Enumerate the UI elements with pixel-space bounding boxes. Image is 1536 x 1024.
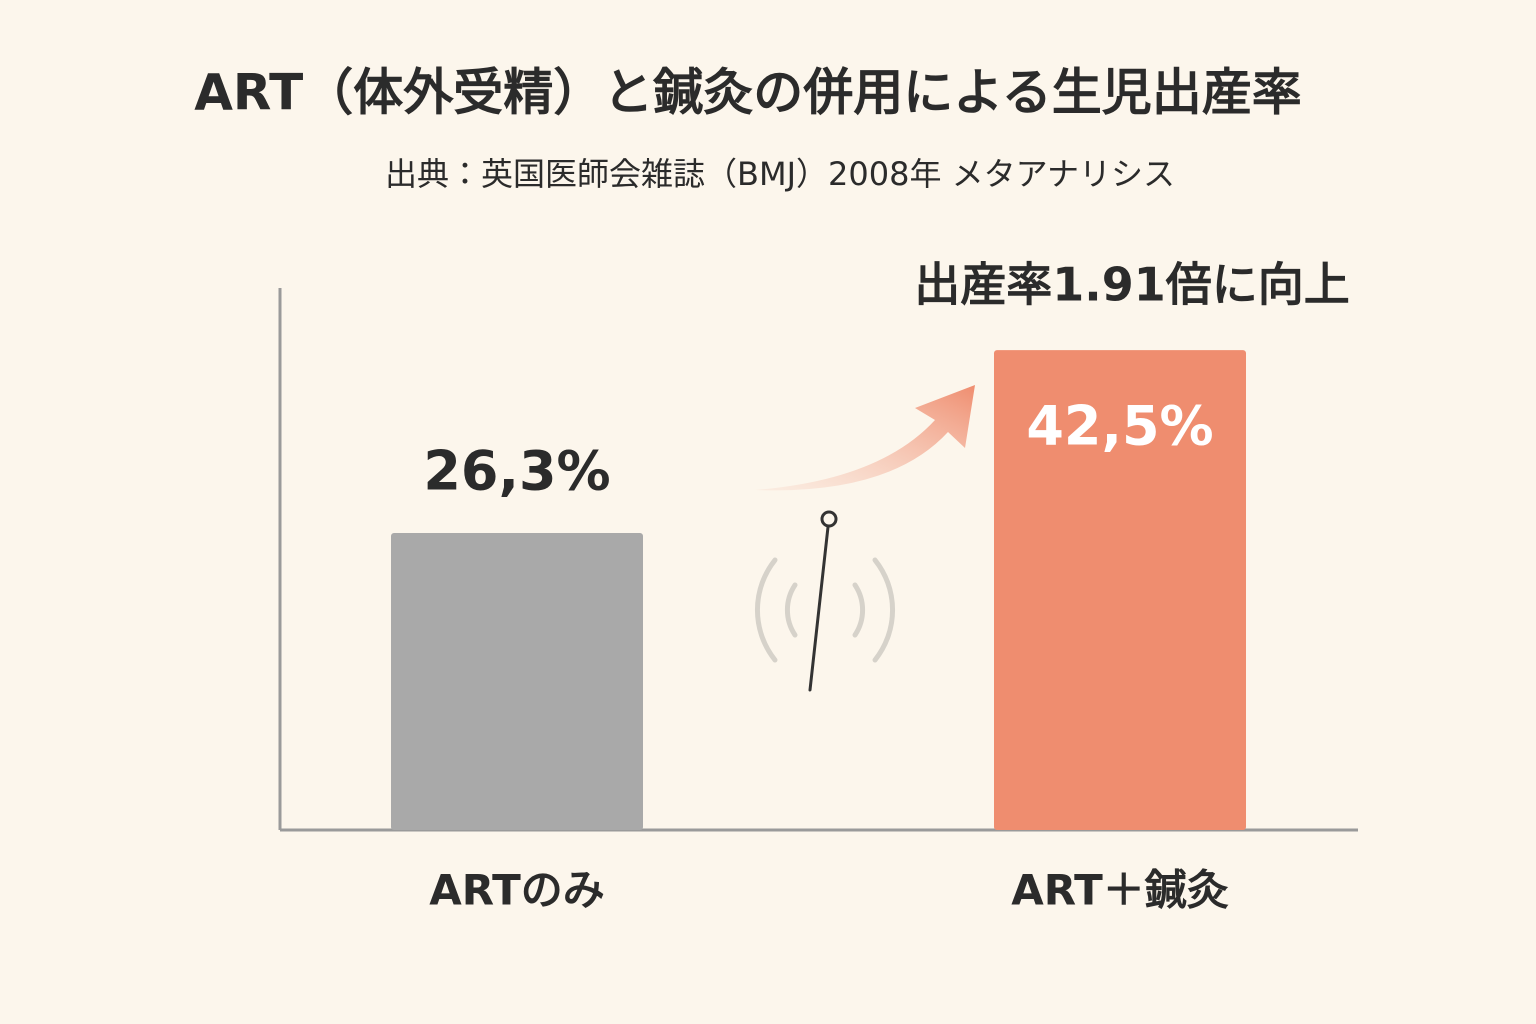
x-tick-label: ARTのみ (429, 866, 605, 915)
bar (994, 350, 1246, 830)
chart-subtitle: 出典：英国医師会雑誌（BMJ）2008年 メタアナリシス (385, 155, 1175, 193)
arrow-icon (755, 385, 975, 491)
value-label: 26,3% (423, 440, 610, 503)
bar (391, 533, 643, 830)
chart-title: ART（体外受精）と鍼灸の併用による生児出産率 (194, 64, 1302, 122)
needle-icon (755, 510, 895, 692)
annotation: 出産率1.91倍に向上 (914, 258, 1350, 312)
x-tick-label: ART＋鍼灸 (1011, 866, 1229, 915)
value-label: 42,5% (1026, 395, 1213, 458)
